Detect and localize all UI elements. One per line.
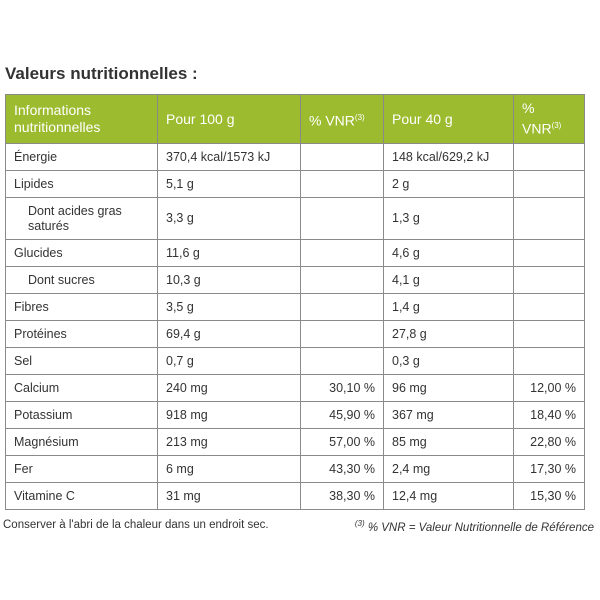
table-row: Lipides 5,1 g 2 g xyxy=(5,170,585,198)
table-cell: 213 mg xyxy=(157,428,301,456)
table-cell xyxy=(300,320,384,348)
table-cell xyxy=(300,347,384,375)
table-cell: 2,4 mg xyxy=(383,455,514,483)
table-cell: 1,3 g xyxy=(383,197,514,240)
table-cell: 1,4 g xyxy=(383,293,514,321)
header-text: % VNR xyxy=(522,100,552,137)
table-row: Énergie 370,4 kcal/1573 kJ 148 kcal/629,2 … xyxy=(5,143,585,171)
table-cell: 240 mg xyxy=(157,374,301,402)
table-cell: 367 mg xyxy=(383,401,514,429)
table-cell: 0,3 g xyxy=(383,347,514,375)
footnote-text: % VNR = Valeur Nutritionnelle de Référen… xyxy=(367,521,594,534)
table-cell: 370,4 kcal/1573 kJ xyxy=(157,143,301,171)
row-label: Lipides xyxy=(5,170,158,198)
table-cell: 6 mg xyxy=(157,455,301,483)
table-row: Sel 0,7 g 0,3 g xyxy=(5,347,585,375)
table-row: Glucides 11,6 g 4,6 g xyxy=(5,239,585,267)
header-cell: Informations nutritionnelles xyxy=(5,94,158,144)
footnote-mark: (3) xyxy=(354,519,365,528)
table-cell: 12,4 mg xyxy=(383,482,514,510)
table-cell xyxy=(300,293,384,321)
table-cell: 5,1 g xyxy=(157,170,301,198)
table-row: Dont acides gras saturés 3,3 g 1,3 g xyxy=(5,197,585,240)
row-label: Sel xyxy=(5,347,158,375)
title: Valeurs nutritionnelles : xyxy=(5,64,198,83)
table-cell xyxy=(300,170,384,198)
table-cell: 3,3 g xyxy=(157,197,301,240)
table-cell: 57,00 % xyxy=(300,428,384,456)
table-cell xyxy=(300,143,384,171)
header-sup: (3) xyxy=(354,112,365,122)
table-cell: 12,00 % xyxy=(513,374,585,402)
table-cell: 18,40 % xyxy=(513,401,585,429)
table-cell xyxy=(513,170,585,198)
row-label: Glucides xyxy=(5,239,158,267)
table-cell: 918 mg xyxy=(157,401,301,429)
table-cell: 30,10 % xyxy=(300,374,384,402)
table-cell xyxy=(513,320,585,348)
row-label: Calcium xyxy=(5,374,158,402)
table-cell: 3,5 g xyxy=(157,293,301,321)
header-cell: % VNR(3) xyxy=(513,94,585,144)
table-cell xyxy=(513,239,585,267)
table-cell: 4,6 g xyxy=(383,239,514,267)
table-cell: 10,3 g xyxy=(157,266,301,294)
row-label: Dont sucres xyxy=(5,266,158,294)
row-label: Potassium xyxy=(5,401,158,429)
table-cell xyxy=(513,266,585,294)
header-cell: Pour 40 g xyxy=(383,94,514,144)
nutrition-table: Informations nutritionnelles Pour 100 g % … xyxy=(5,94,585,510)
row-label: Protéines xyxy=(5,320,158,348)
table-cell: 69,4 g xyxy=(157,320,301,348)
table-cell xyxy=(513,347,585,375)
table-cell xyxy=(300,197,384,240)
table-cell: 85 mg xyxy=(383,428,514,456)
table-cell: 45,90 % xyxy=(300,401,384,429)
row-label: Fer xyxy=(5,455,158,483)
table-row: Dont sucres 10,3 g 4,1 g xyxy=(5,266,585,294)
table-row: Protéines 69,4 g 27,8 g xyxy=(5,320,585,348)
header-cell: % VNR(3) xyxy=(300,94,384,144)
table-cell: 43,30 % xyxy=(300,455,384,483)
row-label: Vitamine C xyxy=(5,482,158,510)
table-row: Calcium 240 mg 30,10 % 96 mg 12,00 % xyxy=(5,374,585,402)
table-cell: 38,30 % xyxy=(300,482,384,510)
row-label: Magnésium xyxy=(5,428,158,456)
table-cell: 15,30 % xyxy=(513,482,585,510)
table-row: Potassium 918 mg 45,90 % 367 mg 18,40 % xyxy=(5,401,585,429)
table-cell xyxy=(513,293,585,321)
header-cell: Pour 100 g xyxy=(157,94,301,144)
header-text: Informations nutritionnelles xyxy=(14,102,101,135)
table-row: Vitamine C 31 mg 38,30 % 12,4 mg 15,30 % xyxy=(5,482,585,510)
table-cell: 22,80 % xyxy=(513,428,585,456)
table-cell: 31 mg xyxy=(157,482,301,510)
table-row: Fer 6 mg 43,30 % 2,4 mg 17,30 % xyxy=(5,455,585,483)
storage-note: Conserver à l'abri de la chaleur dans un… xyxy=(3,519,269,531)
footnote: (3) % VNR = Valeur Nutritionnelle de Réf… xyxy=(355,519,594,534)
row-label: Dont acides gras saturés xyxy=(5,197,158,240)
table-row: Fibres 3,5 g 1,4 g xyxy=(5,293,585,321)
table-row: Magnésium 213 mg 57,00 % 85 mg 22,80 % xyxy=(5,428,585,456)
table-cell: 17,30 % xyxy=(513,455,585,483)
table-cell xyxy=(513,197,585,240)
table-cell xyxy=(300,239,384,267)
table-cell: 2 g xyxy=(383,170,514,198)
table-cell: 4,1 g xyxy=(383,266,514,294)
table-cell: 27,8 g xyxy=(383,320,514,348)
header-row: Informations nutritionnelles Pour 100 g % … xyxy=(5,94,585,144)
header-sup: (3) xyxy=(551,121,562,131)
table-cell: 0,7 g xyxy=(157,347,301,375)
header-text: Pour 100 g xyxy=(166,110,235,127)
header-text: % VNR xyxy=(309,112,355,129)
table-cell: 96 mg xyxy=(383,374,514,402)
table-cell: 148 kcal/629,2 kJ xyxy=(383,143,514,171)
table-cell xyxy=(300,266,384,294)
row-label: Énergie xyxy=(5,143,158,171)
table-cell xyxy=(513,143,585,171)
row-label: Fibres xyxy=(5,293,158,321)
header-text: Pour 40 g xyxy=(392,110,453,127)
table-cell: 11,6 g xyxy=(157,239,301,267)
